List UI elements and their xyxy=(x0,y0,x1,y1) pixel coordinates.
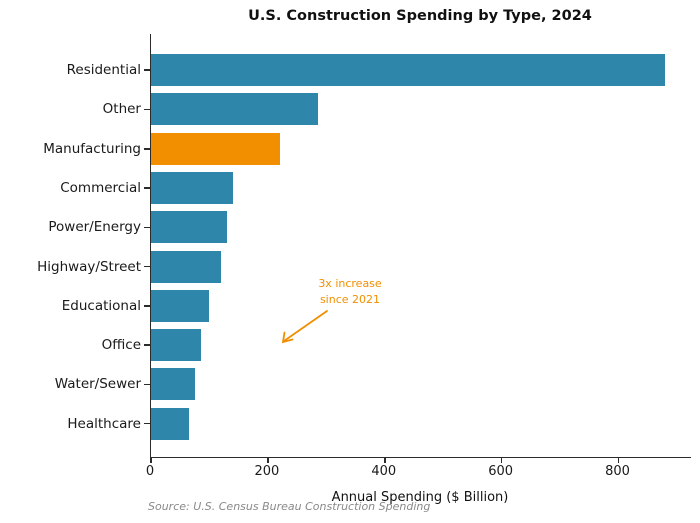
source-note: Source: U.S. Census Bureau Construction … xyxy=(148,500,431,513)
x-axis-tick xyxy=(267,457,269,463)
y-axis-tick xyxy=(143,305,150,307)
y-axis-tick xyxy=(143,69,150,71)
bar-residential xyxy=(151,54,666,87)
y-axis-tick xyxy=(143,422,150,425)
bar-healthcare xyxy=(151,407,189,440)
x-axis-tick-label: 600 xyxy=(488,464,514,479)
y-axis-tick xyxy=(143,148,150,150)
y-axis-tick xyxy=(143,226,150,229)
y-axis-label: Office xyxy=(101,337,141,354)
y-axis-tick xyxy=(143,265,150,268)
x-axis-tick-label: 200 xyxy=(254,464,280,479)
x-axis-tick xyxy=(384,457,386,463)
y-axis-tick xyxy=(143,344,150,346)
x-axis-tick xyxy=(150,457,152,463)
y-axis-tick xyxy=(143,108,150,111)
x-axis-label: Annual Spending ($ Billion) xyxy=(331,490,509,505)
x-axis-tick-label: 400 xyxy=(371,464,397,479)
y-axis-label: Highway/Street xyxy=(37,258,141,275)
annotation-text: 3x increase since 2021 xyxy=(280,276,420,307)
bar-office xyxy=(151,329,201,362)
y-axis-label: Healthcare xyxy=(67,415,141,432)
plot-area xyxy=(143,34,691,463)
x-axis-tick xyxy=(500,457,503,463)
bar-educational xyxy=(151,289,210,322)
y-axis-label: Power/Energy xyxy=(48,219,141,236)
annotation-line-1: 3x increase xyxy=(318,277,382,290)
annotation-arrow-icon xyxy=(281,310,328,344)
y-axis-label: Other xyxy=(102,101,141,118)
x-axis-tick-label: 800 xyxy=(605,464,630,479)
bar-other xyxy=(151,93,318,126)
bar-power-energy xyxy=(151,211,227,244)
y-axis-label: Manufacturing xyxy=(43,140,141,157)
annotation-line-2: since 2021 xyxy=(319,292,381,306)
bar-water-sewer xyxy=(151,368,195,401)
y-axis-label: Residential xyxy=(66,62,141,79)
x-axis-tick xyxy=(617,457,620,463)
chart-title: U.S. Construction Spending by Type, 2024 xyxy=(248,8,592,24)
bar-highway-street xyxy=(151,250,222,283)
bar-manufacturing xyxy=(151,132,280,165)
y-axis-tick xyxy=(143,187,150,189)
x-axis-tick-label: 0 xyxy=(145,464,155,479)
bar-commercial xyxy=(151,172,233,205)
y-axis-label: Water/Sewer xyxy=(54,376,141,393)
y-axis-label: Educational xyxy=(61,297,141,314)
y-axis-label: Commercial xyxy=(60,180,141,197)
y-axis-tick xyxy=(143,383,150,386)
